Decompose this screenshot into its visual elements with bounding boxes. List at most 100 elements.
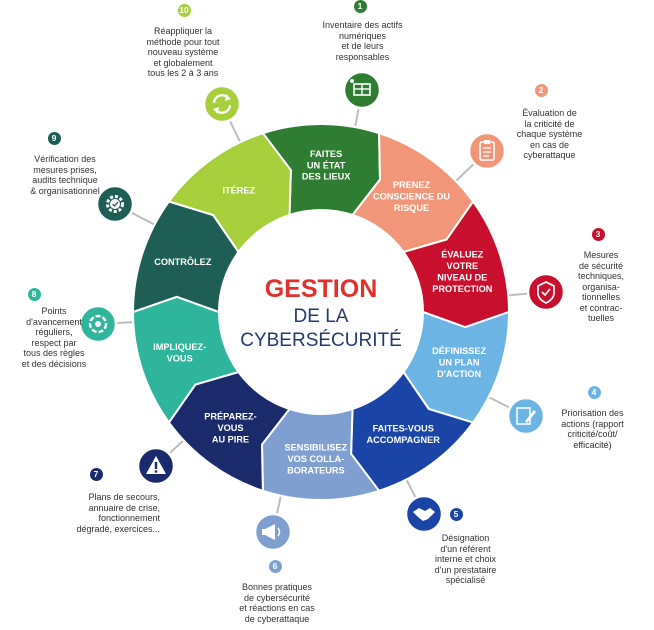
- segment-label-line: PRÉPAREZ-: [204, 411, 256, 422]
- description-line: Réappliquer la: [153, 26, 213, 36]
- warning-triangle-icon: [136, 446, 176, 486]
- description-line: Bonnes pratiques: [241, 582, 313, 592]
- description-line: méthode pour tout: [146, 36, 220, 47]
- step-number: 6: [272, 560, 278, 571]
- segment-label-preparez-vous-au-pire: PRÉPAREZ-VOUS AU PIRE: [204, 411, 256, 445]
- clipboard-checklist-icon: [467, 131, 507, 171]
- step-number-badge-5: 5: [449, 507, 463, 521]
- step-description-9: Vérification des mesures prises, audits te…: [10, 154, 120, 196]
- segment-label-line: D'ACTION: [437, 369, 481, 379]
- center-disc: [219, 210, 423, 414]
- description-line: Évaluation de: [522, 108, 577, 118]
- description-line: techniques,: [577, 271, 625, 281]
- description-line: mesures prises,: [33, 164, 97, 175]
- step-number-badge-1: 1: [353, 0, 367, 13]
- step-number: 4: [591, 386, 597, 397]
- segment-label-line: CONTRÔLEZ: [154, 256, 212, 267]
- segment-label-definissez-un-plan-d-action: DÉFINISSEZ UN PLAN D'ACTION: [432, 345, 486, 379]
- segment-label-line: FAITES-VOUS: [373, 423, 434, 433]
- description-line: criticité/coût/: [567, 429, 618, 439]
- handshake-icon: [404, 494, 444, 534]
- step-number: 3: [595, 228, 601, 239]
- step-description-8: Points d'avancement réguliers, respect par t…: [10, 306, 98, 369]
- segment-label-faites-vous-accompagner: FAITES-VOUS ACCOMPAGNER: [367, 423, 441, 444]
- step-description-5: Désignation d'un référent interne et choix…: [408, 533, 523, 586]
- step-number: 9: [51, 132, 57, 143]
- description-line: tous les 2 à 3 ans: [147, 68, 219, 78]
- description-line: spécialisé: [445, 575, 486, 585]
- center-title-de-la: DE LA: [294, 306, 349, 327]
- segment-label-line: SENSIBILISEZ: [284, 443, 347, 453]
- gear-check-icon: [95, 184, 135, 224]
- step-number-badge-2: 2: [534, 83, 548, 97]
- description-line: organisa-: [582, 281, 620, 292]
- description-line: et de leurs: [341, 41, 384, 51]
- step-number: 7: [93, 468, 99, 479]
- step-number: 2: [538, 84, 544, 95]
- step-description-6: Bonnes pratiques de cybersécurité et réact…: [222, 582, 332, 624]
- segment-label-faites-un-etat-des-lieux: FAITES UN ÉTAT DES LIEUX: [302, 149, 351, 182]
- step-number-badge-8: 8: [27, 287, 41, 301]
- segment-label-line: CONSCIENCE DU: [373, 191, 450, 201]
- description-line: de sécurité: [578, 260, 624, 271]
- step-description-7: Plans de secours, annuaire de crise, fonct…: [40, 492, 160, 534]
- description-line: Priorisation des: [561, 408, 624, 418]
- segment-label-line: IMPLIQUEZ-: [153, 342, 206, 352]
- description-line: interne et choix: [434, 554, 497, 564]
- segment-label-line: NIVEAU DE: [437, 272, 487, 282]
- segment-label-line: DES LIEUX: [302, 172, 351, 182]
- segment-label-line: UN ÉTAT: [307, 159, 346, 170]
- segment-label-line: VOS COLLA-: [288, 454, 345, 464]
- segment-label-line: ACCOMPAGNER: [367, 435, 441, 445]
- segment-labels: FAITES UN ÉTAT DES LIEUX PRENEZ CONSCIENCE D…: [153, 149, 493, 476]
- refresh-cycle-icon: [202, 84, 242, 124]
- segment-label-sensibilisez-vos-colla-borateurs: SENSIBILISEZ VOS COLLA- BORATEURS: [284, 443, 347, 476]
- segment-label-line: VOUS: [167, 353, 193, 363]
- description-line: responsables: [335, 51, 390, 62]
- edit-pen-icon: [506, 396, 546, 436]
- description-line: d'un référent: [440, 543, 491, 554]
- step-number: 1: [357, 0, 363, 11]
- segment-label-line: VOUS: [217, 423, 243, 433]
- description-line: Désignation: [441, 533, 490, 543]
- shield-check-icon: [526, 272, 566, 312]
- step-description-4: Priorisation des actions (rapport criticit…: [540, 408, 645, 450]
- megaphone-icon: [253, 512, 293, 552]
- step-number-badge-7: 7: [89, 467, 103, 481]
- segment-label-controlez: CONTRÔLEZ: [154, 256, 212, 267]
- segment-label-line: FAITES: [310, 149, 342, 159]
- description-line: Vérification des: [34, 154, 96, 164]
- description-line: nouveau système: [147, 47, 219, 57]
- step-number-badge-9: 9: [47, 131, 61, 145]
- description-line: tuelles: [587, 313, 614, 323]
- step-number-badge-4: 4: [587, 385, 601, 399]
- segment-label-impliquez-vous: IMPLIQUEZ-VOUS: [153, 342, 206, 363]
- inventory-boxes-icon: [342, 70, 382, 110]
- description-line: et globalement: [153, 57, 213, 68]
- segment-label-line: UN PLAN: [439, 357, 480, 367]
- description-line: de cybersécurité: [243, 592, 311, 603]
- description-line: d'un prestataire: [434, 564, 497, 575]
- step-description-1: Inventaire des actifs numériques et de leu…: [305, 20, 420, 62]
- step-number-badge-3: 3: [591, 227, 605, 241]
- step-description-10: Réappliquer la méthode pour tout nouveau s…: [128, 26, 238, 79]
- description-line: numériques: [338, 30, 387, 41]
- center-title-gestion: GESTION: [265, 275, 378, 303]
- step-number: 5: [453, 508, 459, 519]
- description-line: tionnelles: [581, 292, 621, 302]
- description-line: tous des règles: [23, 348, 85, 358]
- step-number: 8: [31, 288, 37, 299]
- step-number-badge-10: 10: [177, 3, 191, 17]
- description-line: audits technique: [32, 175, 98, 185]
- segment-label-line: PRENEZ: [393, 180, 431, 190]
- description-line: Points: [41, 306, 67, 316]
- description-line: fonctionnement: [98, 513, 160, 523]
- description-line: actions (rapport: [561, 418, 624, 429]
- segment-label-line: VOTRE: [446, 261, 478, 271]
- description-line: réguliers,: [35, 327, 73, 337]
- description-line: cyberattaque: [523, 150, 576, 160]
- description-line: de cyberattaque: [244, 613, 310, 624]
- segment-label-evaluez-votre-niveau-de-protection: ÉVALUEZ VOTRE NIVEAU DE PROTECTION: [432, 249, 493, 294]
- description-line: et des décisions: [21, 358, 87, 369]
